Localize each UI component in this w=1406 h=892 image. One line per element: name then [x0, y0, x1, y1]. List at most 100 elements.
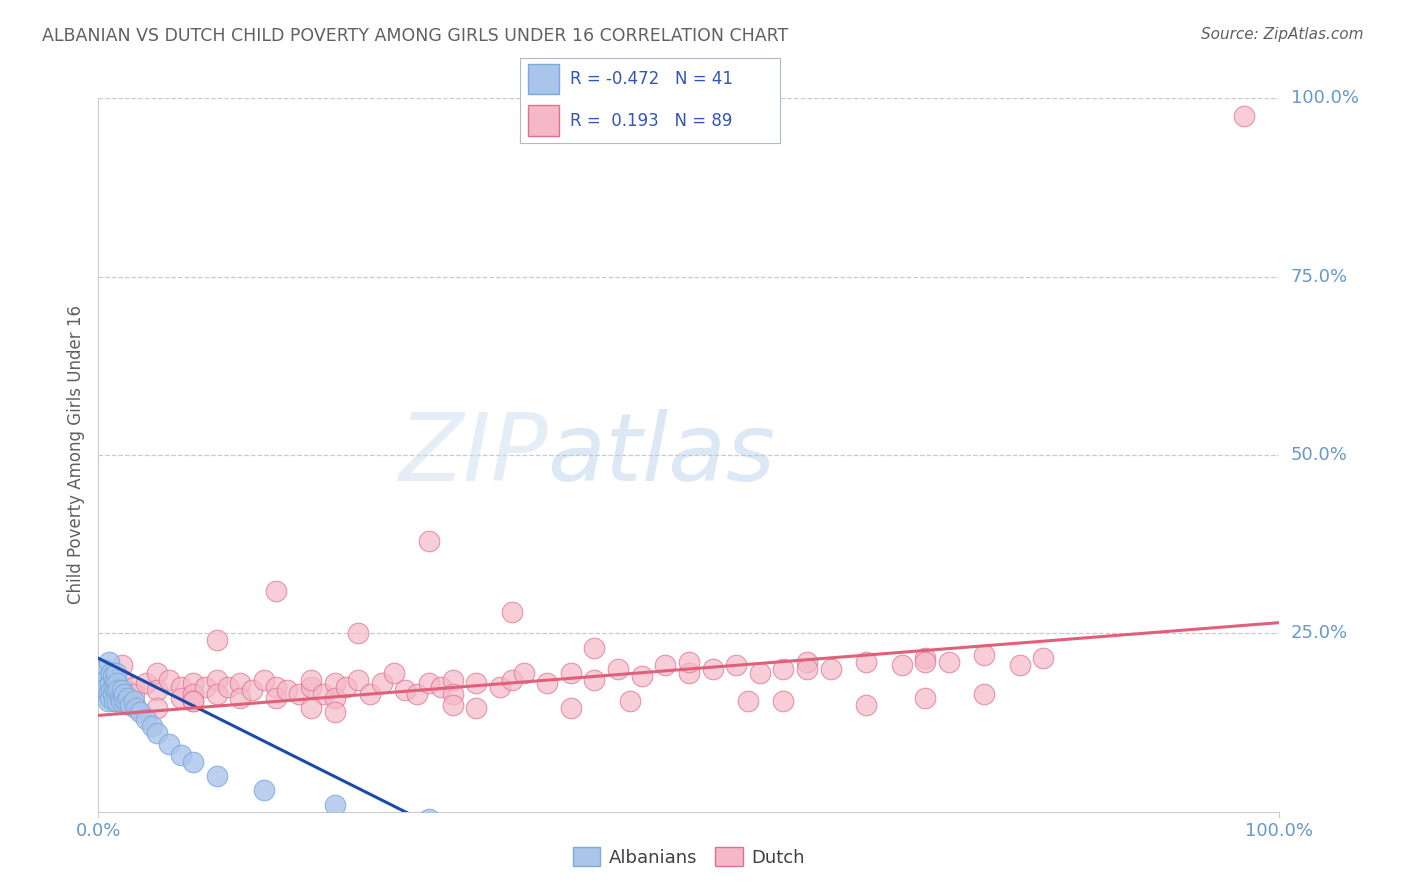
Legend: Albanians, Dutch: Albanians, Dutch — [565, 840, 813, 874]
Point — [141, 719, 163, 733]
Point — [890, 658, 912, 673]
Point — [181, 694, 204, 708]
Point — [205, 673, 228, 687]
Point — [110, 694, 132, 708]
Point — [323, 690, 346, 705]
Text: 75.0%: 75.0% — [1291, 268, 1348, 285]
Point — [146, 726, 169, 740]
Point — [323, 705, 346, 719]
Point — [583, 673, 606, 687]
Point — [489, 680, 512, 694]
Point — [536, 676, 558, 690]
Point — [101, 687, 124, 701]
Y-axis label: Child Poverty Among Girls Under 16: Child Poverty Among Girls Under 16 — [66, 305, 84, 605]
Text: 25.0%: 25.0% — [1291, 624, 1348, 642]
Point — [299, 701, 322, 715]
Point — [264, 680, 287, 694]
Point — [371, 676, 394, 690]
Point — [205, 769, 228, 783]
Point — [938, 655, 960, 669]
Text: atlas: atlas — [547, 409, 776, 500]
Point — [181, 687, 204, 701]
Point — [93, 662, 115, 676]
Point — [125, 701, 148, 715]
Point — [111, 658, 134, 673]
Point — [98, 655, 121, 669]
Point — [122, 687, 145, 701]
Point — [97, 694, 120, 708]
Point — [737, 694, 759, 708]
Point — [105, 694, 128, 708]
Point — [288, 687, 311, 701]
Point — [347, 673, 370, 687]
Point — [111, 683, 134, 698]
Point — [465, 676, 488, 690]
Text: 50.0%: 50.0% — [1291, 446, 1347, 464]
Point — [312, 687, 335, 701]
Point — [914, 655, 936, 669]
Point — [122, 694, 145, 708]
Point — [678, 665, 700, 680]
Point — [112, 687, 135, 701]
Point — [465, 701, 488, 715]
Text: Source: ZipAtlas.com: Source: ZipAtlas.com — [1201, 27, 1364, 42]
Point — [108, 690, 131, 705]
Point — [441, 673, 464, 687]
Point — [146, 683, 169, 698]
Point — [796, 662, 818, 676]
Point — [146, 665, 169, 680]
Point — [107, 683, 129, 698]
Point — [205, 633, 228, 648]
Point — [560, 665, 582, 680]
Point — [501, 605, 523, 619]
Point — [170, 690, 193, 705]
Point — [323, 676, 346, 690]
Point — [170, 680, 193, 694]
Point — [418, 533, 440, 548]
Point — [157, 737, 180, 751]
Point — [1233, 109, 1256, 123]
Point — [101, 669, 124, 683]
Point — [146, 701, 169, 715]
Point — [100, 683, 122, 698]
Point — [973, 687, 995, 701]
Point — [94, 673, 117, 687]
Point — [105, 676, 128, 690]
Point — [253, 783, 276, 797]
Point — [335, 680, 357, 694]
Point — [702, 662, 724, 676]
Point — [105, 683, 128, 698]
Point — [97, 687, 120, 701]
Text: ALBANIAN VS DUTCH CHILD POVERTY AMONG GIRLS UNDER 16 CORRELATION CHART: ALBANIAN VS DUTCH CHILD POVERTY AMONG GI… — [42, 27, 789, 45]
Point — [796, 655, 818, 669]
Point — [441, 687, 464, 701]
Point — [914, 690, 936, 705]
Point — [394, 683, 416, 698]
Point — [855, 655, 877, 669]
Point — [619, 694, 641, 708]
Point — [772, 662, 794, 676]
Point — [654, 658, 676, 673]
Point — [253, 673, 276, 687]
Point — [105, 665, 128, 680]
Point — [406, 687, 429, 701]
Point — [264, 583, 287, 598]
Point — [418, 676, 440, 690]
Point — [583, 640, 606, 655]
Point — [512, 665, 534, 680]
Point — [229, 676, 252, 690]
Point — [323, 797, 346, 812]
Point — [104, 673, 127, 687]
FancyBboxPatch shape — [529, 64, 560, 95]
Point — [103, 694, 125, 708]
Point — [430, 680, 453, 694]
Point — [347, 626, 370, 640]
Point — [299, 680, 322, 694]
Point — [122, 680, 145, 694]
Point — [135, 712, 157, 726]
Point — [299, 673, 322, 687]
Text: 100.0%: 100.0% — [1291, 89, 1358, 107]
Point — [120, 698, 142, 712]
Point — [748, 665, 770, 680]
Point — [678, 655, 700, 669]
